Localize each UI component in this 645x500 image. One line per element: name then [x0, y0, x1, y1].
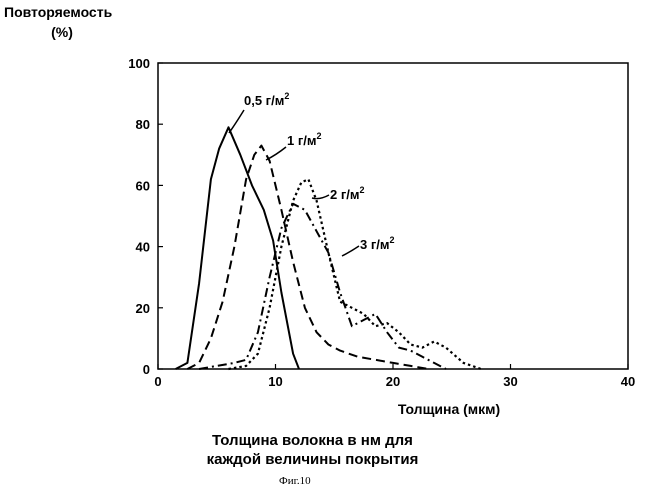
axis-ticks: 0 10 20 30 40 0 20 40 60 80 100: [128, 56, 635, 389]
series-line-1: [187, 146, 428, 369]
series-label-leader: [229, 110, 244, 133]
series-label-1: 1 г/м2: [287, 131, 322, 148]
y-tick-label: 60: [136, 178, 150, 193]
series-line-2: [229, 179, 482, 369]
caption-line1: Толщина волокна в нм для: [0, 432, 635, 449]
series-label-2: 2 г/м2: [330, 185, 365, 202]
y-tick-label: 0: [143, 362, 150, 377]
x-tick-label: 40: [621, 374, 635, 389]
figure-label: Фиг.10: [279, 475, 311, 487]
y-tick-label: 80: [136, 117, 150, 132]
y-axis-title-line2: (%): [51, 24, 73, 40]
y-axis-title-line1: Повторяемость: [4, 4, 113, 20]
series-labels: 0,5 г/м2 1 г/м2 2 г/м2 3 г/м2: [229, 91, 395, 256]
x-axis-title: Толщина (мкм): [398, 401, 500, 417]
series-label-0: 0,5 г/м2: [244, 91, 289, 108]
x-tick-label: 20: [386, 374, 400, 389]
caption-line2: каждой величины покрытия: [0, 451, 635, 468]
series-line-0: [176, 127, 299, 369]
x-tick-label: 30: [503, 374, 517, 389]
series-label-leader: [266, 147, 286, 160]
series-label-leader: [342, 246, 359, 256]
y-tick-label: 100: [128, 56, 150, 71]
series-layer: [176, 127, 482, 369]
plot-frame: [158, 63, 628, 369]
y-tick-label: 20: [136, 301, 150, 316]
x-tick-label: 10: [268, 374, 282, 389]
series-label-3: 3 г/м2: [360, 235, 395, 252]
fiber-thickness-chart: Повторяемость (%) 010203040020406080100 …: [0, 0, 645, 430]
y-tick-label: 40: [136, 240, 150, 255]
x-tick-label: 0: [154, 374, 161, 389]
